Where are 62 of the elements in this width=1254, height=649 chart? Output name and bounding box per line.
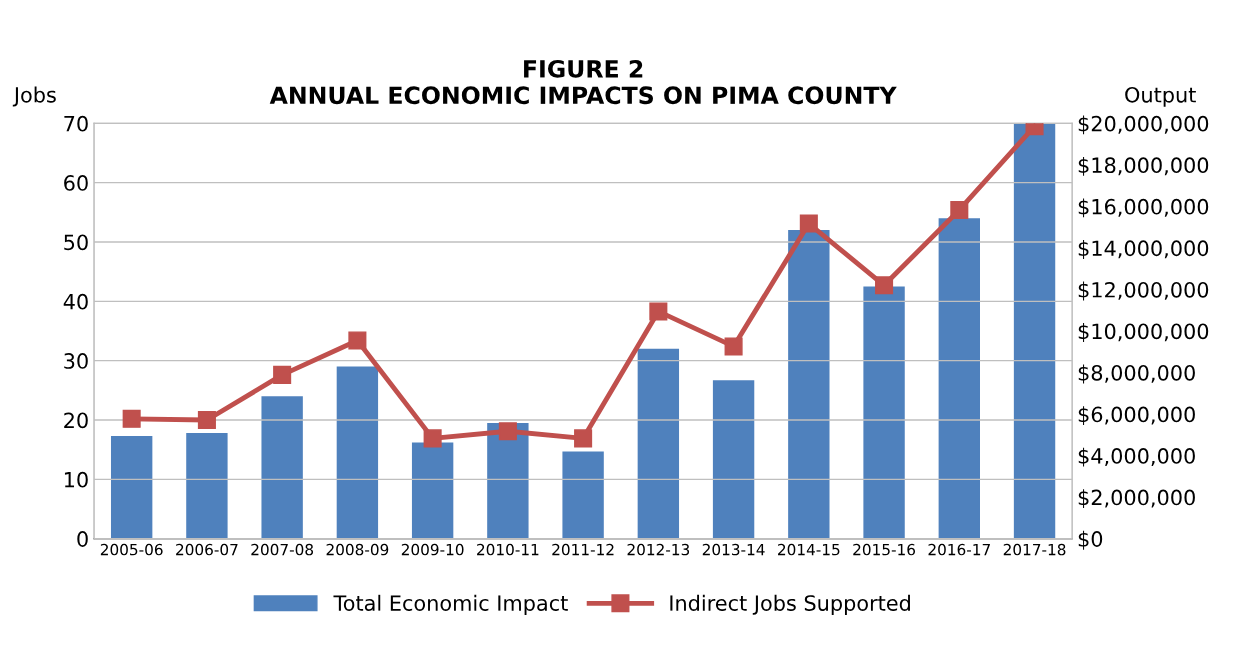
bar [562, 451, 604, 539]
bar [186, 432, 228, 539]
y2-tick-label: $4,000,000 [1078, 447, 1195, 467]
x-tick-label: 2008-09 [326, 543, 389, 556]
point [574, 429, 593, 448]
point [799, 214, 818, 233]
point [197, 410, 216, 430]
y-tick-label: 30 [64, 353, 88, 369]
x-tick-label: 2011-12 [552, 543, 614, 556]
point [122, 409, 141, 428]
y-tick-label: 70 [64, 115, 88, 132]
y-axis-title: Jobs [12, 86, 56, 107]
bar [637, 348, 680, 539]
bar [110, 436, 153, 539]
y2-tick-label: $18,000,000 [1078, 156, 1209, 176]
bar [336, 366, 379, 539]
y2-tick-label: $2,000,000 [1078, 489, 1195, 509]
y-tick-label: 20 [64, 412, 88, 429]
bar [411, 442, 454, 539]
chart-title: FIGURE 2 ANNUAL ECONOMIC IMPACTS ON PIMA COUNTY [269, 59, 897, 105]
y2-tick-label: $16,000,000 [1078, 198, 1209, 218]
point [498, 422, 517, 441]
x-tick-label: 2006-07 [176, 543, 238, 556]
bar [712, 380, 755, 539]
x-tick-label: 2016-17 [928, 543, 990, 556]
y2-tick-label: $20,000,000 [1078, 115, 1209, 135]
y2-axis-title: Output [1125, 86, 1196, 107]
y-tick-label: 10 [64, 471, 88, 488]
x-tick-label: 2015-16 [853, 543, 916, 556]
y-tick-label: 0 [77, 531, 88, 547]
bar [788, 230, 830, 539]
bar [487, 422, 529, 539]
y2-tick-label: $10,000,000 [1078, 323, 1209, 342]
x-tick-label: 2009-10 [401, 543, 464, 556]
y2-tick-label: $6,000,000 [1078, 406, 1195, 426]
x-tick-label: 2010-11 [477, 543, 539, 556]
x-tick-label: 2005-06 [100, 543, 163, 556]
point [423, 429, 442, 448]
x-tick-label: 2014-15 [778, 543, 840, 556]
point [724, 337, 743, 356]
y-tick-label: 50 [64, 234, 88, 251]
y2-tick-label: $14,000,000 [1078, 240, 1209, 259]
point [950, 200, 969, 219]
point [348, 331, 367, 350]
legend-label: Total Economic Impact [333, 594, 568, 615]
bar [261, 396, 303, 539]
y2-tick-label: $12,000,000 [1078, 281, 1209, 301]
y2-tick-label: $8,000,000 [1078, 364, 1195, 384]
y2-tick-label: $0 [1078, 530, 1103, 550]
y-tick-label: 60 [64, 175, 88, 191]
bar [938, 218, 980, 539]
point [875, 276, 894, 295]
point [273, 365, 292, 384]
y-tick-label: 40 [63, 293, 88, 310]
x-tick-label: 2007-08 [251, 543, 314, 556]
bar [863, 286, 905, 539]
x-tick-label: 2013-14 [702, 543, 765, 556]
legend-label: Indirect Jobs Supported [670, 594, 910, 615]
x-tick-label: 2017-18 [1003, 543, 1066, 556]
x-tick-label: 2012-13 [627, 543, 690, 556]
point [649, 302, 668, 321]
bar [1013, 123, 1056, 539]
